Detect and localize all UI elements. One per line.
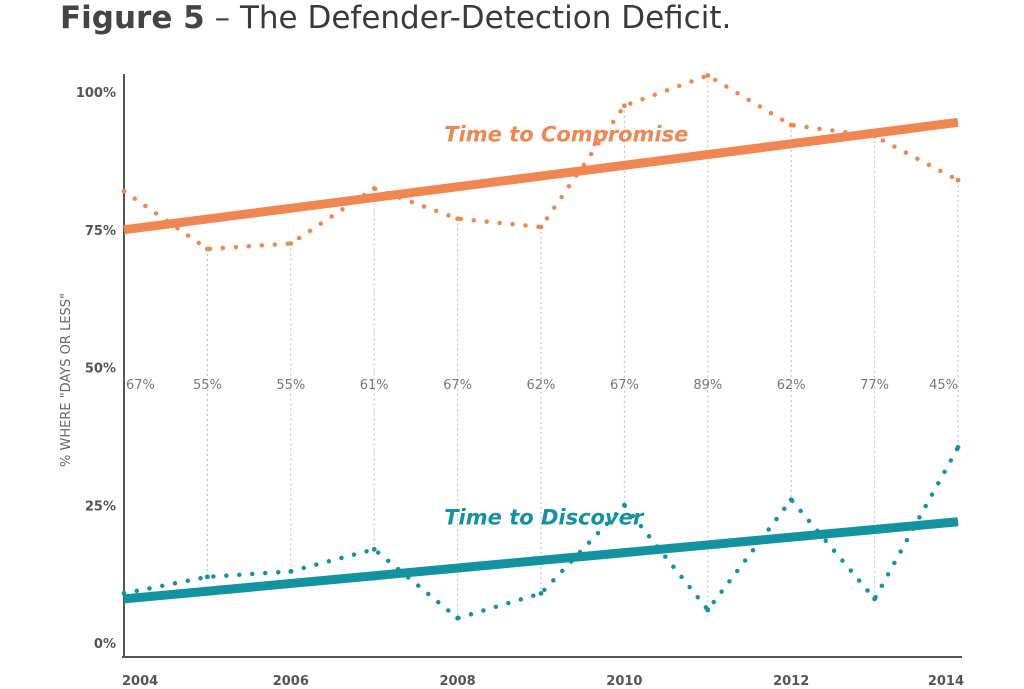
y-tick-label-75: 75% <box>85 224 116 239</box>
figure-caption: The Defender-Detection Deficit. <box>239 0 732 36</box>
series-point-0-2012 <box>788 122 794 128</box>
series-point-2-2008 <box>455 615 460 621</box>
series-point-0-2010 <box>622 103 627 109</box>
series-point-0-2006 <box>288 241 294 246</box>
series-dotted-line-0 <box>121 73 961 252</box>
series-point-2-2013 <box>872 596 877 602</box>
x-tick-label-2012: 2012 <box>773 674 809 689</box>
ratio-label-2009: 62% <box>527 378 556 393</box>
ratio-label-2006: 55% <box>276 378 305 393</box>
series-point-0-2011 <box>705 73 711 78</box>
series-point-0-2008 <box>455 216 460 222</box>
series-trend-line-3 <box>123 517 959 604</box>
series-point-2-2005 <box>205 574 210 580</box>
vertical-guide-lines <box>123 75 959 619</box>
ratio-label-2010: 67% <box>610 378 639 393</box>
ratio-label-2004: 67% <box>126 378 155 393</box>
series-label-0: Time to Compromise <box>444 122 688 146</box>
ratio-label-2014: 45% <box>929 378 958 393</box>
ratio-label-2013: 77% <box>860 378 889 393</box>
series-point-2-2012 <box>788 497 794 503</box>
x-tick-label-2004: 2004 <box>122 674 158 689</box>
figure-dash: – <box>214 0 231 36</box>
series-point-0-2007 <box>371 186 377 191</box>
figure-title: Figure 5 – The Defender-Detection Defici… <box>60 0 731 36</box>
chart-series <box>121 73 961 621</box>
chart-axes <box>122 74 962 658</box>
x-tick-label-2006: 2006 <box>273 674 309 689</box>
y-tick-label-25: 25% <box>85 499 116 514</box>
ratio-label-2008: 67% <box>443 378 472 393</box>
series-point-0-2005 <box>205 246 210 252</box>
series-trend-line-1 <box>123 117 959 235</box>
series-point-2-2006 <box>288 568 294 574</box>
series-label-1: Time to Discover <box>444 505 645 529</box>
figure-label: Figure 5 <box>60 0 205 36</box>
ratio-label-2012: 62% <box>777 378 806 393</box>
axis-ticks: 0% 25% 50% 75% 100% 2004 2006 2008 2010 2012 2014 <box>76 86 964 689</box>
x-tick-label-2010: 2010 <box>606 674 642 689</box>
x-tick-label-2014: 2014 <box>928 674 964 689</box>
y-tick-label-100: 100% <box>76 86 116 101</box>
series-point-2-2009 <box>538 591 544 596</box>
series-point-0-2004 <box>121 188 127 194</box>
ratio-labels: 67% 55% 55% 61% 67% 62% 67% 89% 62% 77% 45% <box>126 378 958 393</box>
x-tick-label-2008: 2008 <box>440 674 476 689</box>
ratio-label-2011: 89% <box>693 378 722 393</box>
series-labels: Time to Compromise Time to Discover <box>444 122 688 529</box>
series-point-2-2011 <box>705 607 711 613</box>
ratio-label-2005: 55% <box>193 378 222 393</box>
y-tick-label-0: 0% <box>94 637 116 652</box>
ratio-label-2007: 61% <box>360 378 389 393</box>
y-axis-label: % WHERE "DAYS OR LESS" <box>59 293 74 467</box>
series-point-2-2014 <box>955 444 961 450</box>
series-point-2-2010 <box>622 502 627 508</box>
y-tick-label-50: 50% <box>85 362 116 377</box>
series-point-0-2009 <box>538 224 544 230</box>
series-point-0-2014 <box>955 177 961 183</box>
series-point-2-2007 <box>371 546 377 552</box>
